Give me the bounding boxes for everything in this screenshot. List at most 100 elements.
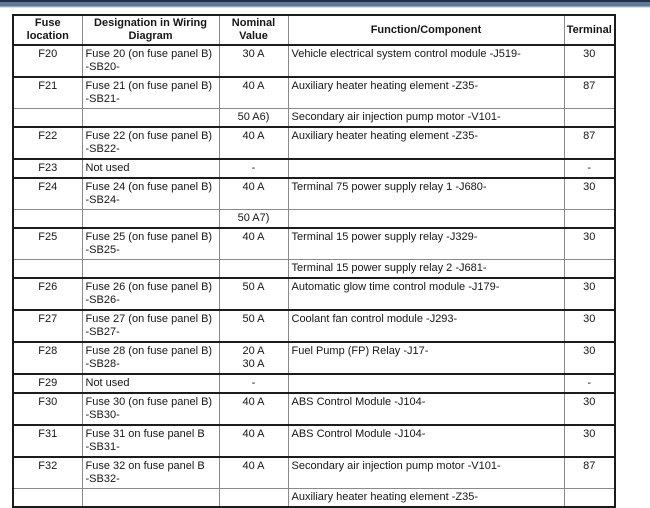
cell-line: -SB30-: [85, 409, 120, 421]
cell-line: [568, 212, 612, 225]
cell-line: Fuse 26 (on fuse panel B): [85, 281, 213, 293]
cell-terminal: 30: [563, 424, 616, 458]
table-row: F26 Fuse 26 (on fuse panel B) -SB26- 50 A Au…: [12, 277, 616, 311]
cell-fuse-location: F26: [12, 277, 83, 311]
cell-nominal-value: 20 A 30 A: [218, 341, 289, 375]
cell-line: [17, 491, 79, 504]
cell-line: F23: [38, 162, 58, 174]
cell-line: Secondary air injection pump motor -V101…: [291, 460, 501, 472]
cell-nominal-value: 40 A: [218, 392, 289, 426]
cell-designation: Fuse 24 (on fuse panel B) -SB24-: [81, 177, 220, 210]
cell-function-component: Coolant fan control module -J293-: [287, 309, 565, 343]
cell-line: Fuse 25 (on fuse panel B): [85, 231, 213, 243]
cell-line: 40 A: [242, 80, 265, 92]
cell-line: F29: [38, 377, 58, 389]
cell-terminal: -: [563, 158, 616, 179]
cell-designation: Fuse 31 on fuse panel B -SB31-: [81, 424, 220, 458]
cell-designation: [81, 259, 220, 279]
cell-line: -SB28-: [85, 358, 120, 370]
cell-line: [86, 111, 216, 124]
cell-function-component: ABS Control Module -J104-: [287, 392, 565, 426]
cell-nominal-value: 40 A: [218, 456, 289, 489]
cell-fuse-location: F25: [12, 227, 83, 260]
cell-line: Terminal 15 power supply relay 2 -J681-: [291, 262, 487, 274]
cell-line: -SB24-: [85, 194, 120, 206]
cell-line: [223, 262, 285, 275]
cell-nominal-value: 50 A7): [218, 209, 289, 229]
cell-line: 87: [583, 130, 596, 142]
cell-line: -SB20-: [85, 61, 120, 73]
table-row: F32 Fuse 32 on fuse panel B -SB32- 40 A Seco…: [12, 456, 616, 489]
cell-line: Vehicle electrical system control module…: [291, 48, 521, 60]
cell-terminal: 30: [563, 227, 616, 260]
cell-terminal: 87: [563, 456, 616, 489]
table-row: F31 Fuse 31 on fuse panel B -SB31- 40 A ABS …: [12, 424, 616, 458]
cell-line: Auxiliary heater heating element -Z35-: [291, 130, 478, 142]
cell-nominal-value: [218, 488, 289, 508]
cell-function-component: Terminal 75 power supply relay 1 -J680-: [287, 177, 565, 210]
cell-terminal: 30: [563, 309, 616, 343]
cell-line: F20: [38, 48, 58, 60]
cell-line: Not used: [85, 377, 130, 389]
cell-line: F32: [38, 460, 58, 472]
table-row: F25 Fuse 25 (on fuse panel B) -SB25- 40 A Te…: [12, 227, 616, 260]
cell-line: 50 A6): [237, 111, 270, 123]
cell-line: -: [251, 377, 256, 389]
cell-line: 30: [583, 313, 596, 325]
cell-line: Coolant fan control module -J293-: [291, 313, 458, 325]
cell-line: [292, 212, 561, 225]
cell-line: Fuse 21 (on fuse panel B): [85, 80, 213, 92]
cell-line: 30: [583, 231, 596, 243]
cell-line: 30 A: [242, 48, 265, 60]
table-row: Auxiliary heater heating element -Z35-: [12, 488, 616, 508]
cell-designation: Fuse 22 (on fuse panel B) -SB22-: [81, 126, 220, 160]
cell-line: 40 A: [242, 181, 265, 193]
cell-line: ABS Control Module -J104-: [291, 428, 426, 440]
cell-function-component: Terminal 15 power supply relay -J329-: [287, 227, 565, 260]
cell-function-component: Fuel Pump (FP) Relay -J17-: [287, 341, 565, 375]
cell-line: -: [587, 377, 592, 389]
cell-function-component: [287, 373, 565, 394]
cell-nominal-value: 40 A: [218, 177, 289, 210]
cell-line: -SB22-: [85, 143, 120, 155]
cell-line: 50 A: [242, 281, 265, 293]
cell-terminal: [563, 209, 616, 229]
cell-fuse-location: [12, 488, 83, 508]
table-row: F27 Fuse 27 (on fuse panel B) -SB27- 50 A Co…: [12, 309, 616, 343]
cell-function-component: Automatic glow time control module -J179…: [287, 277, 565, 311]
cell-line: [223, 491, 285, 504]
cell-line: Fuse 20 (on fuse panel B): [85, 48, 213, 60]
cell-line: Fuse 31 on fuse panel B: [85, 428, 205, 440]
header-function-component: Function/Component: [287, 14, 565, 46]
cell-fuse-location: F20: [12, 44, 83, 78]
cell-nominal-value: 40 A: [218, 227, 289, 260]
cell-terminal: [563, 259, 616, 279]
cell-line: F28: [38, 345, 58, 357]
window-top-edge-bar: [0, 0, 650, 8]
header-terminal: Terminal: [563, 14, 616, 46]
cell-function-component: Auxiliary heater heating element -Z35-: [287, 126, 565, 160]
cell-fuse-location: F22: [12, 126, 83, 160]
cell-function-component: Auxiliary heater heating element -Z35-: [287, 76, 565, 109]
table-row: F22 Fuse 22 (on fuse panel B) -SB22- 40 A Au…: [12, 126, 616, 160]
cell-line: [86, 262, 216, 275]
cell-designation: Fuse 32 on fuse panel B -SB32-: [81, 456, 220, 489]
cell-fuse-location: [12, 108, 83, 128]
cell-line: [568, 491, 612, 504]
cell-line: 30: [583, 281, 596, 293]
cell-designation: Fuse 20 (on fuse panel B) -SB20-: [81, 44, 220, 78]
cell-line: Terminal 75 power supply relay 1 -J680-: [291, 181, 487, 193]
cell-terminal: 30: [563, 341, 616, 375]
cell-line: Secondary air injection pump motor -V101…: [291, 111, 501, 123]
cell-line: -: [251, 162, 256, 174]
cell-nominal-value: 50 A: [218, 309, 289, 343]
cell-designation: Fuse 26 (on fuse panel B) -SB26-: [81, 277, 220, 311]
table-row: F20 Fuse 20 (on fuse panel B) -SB20- 30 A Ve…: [12, 44, 616, 78]
cell-line: Fuse 28 (on fuse panel B): [85, 345, 213, 357]
cell-terminal: 30: [563, 277, 616, 311]
cell-designation: Not used: [81, 158, 220, 179]
cell-line: 50 A7): [237, 212, 270, 224]
cell-terminal: 30: [563, 44, 616, 78]
cell-line: 40 A: [242, 460, 265, 472]
cell-function-component: Auxiliary heater heating element -Z35-: [287, 488, 565, 508]
